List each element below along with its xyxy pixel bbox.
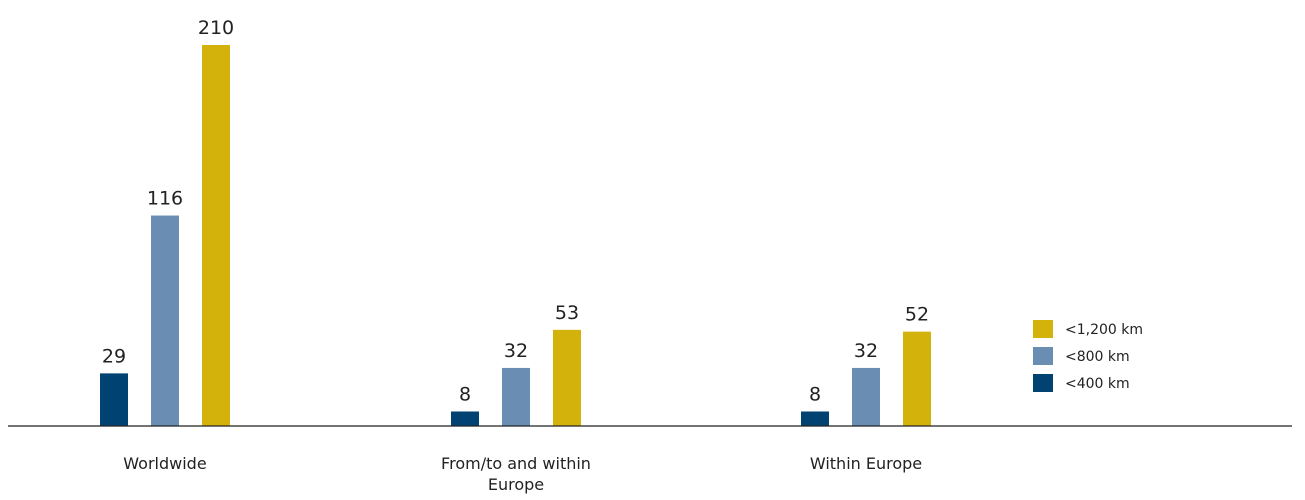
category-label-line: Worldwide [123,454,206,473]
category-labels-group: Worldwide From/to and within Europe Within … [123,454,922,494]
category-label-line: Europe [488,475,544,494]
category-label-line: Within Europe [810,454,922,473]
bar-2-0 [801,411,829,426]
bars-group [100,45,931,426]
bar-0-2 [202,45,230,426]
category-label-1: From/to and within Europe [441,454,591,494]
value-label-0-2: 210 [198,17,234,39]
value-label-1-1: 32 [504,340,528,362]
category-label-0: Worldwide [123,454,206,473]
bar-1-2 [553,329,581,426]
value-label-2-1: 32 [854,340,878,362]
value-label-0-1: 116 [147,188,183,210]
bar-2-2 [903,331,931,426]
legend-label-2: <400 km [1065,376,1130,392]
bar-1-1 [502,367,530,426]
bar-0-1 [151,215,179,426]
legend-swatch-1 [1033,347,1053,365]
legend-swatch-2 [1033,374,1053,392]
legend: <1,200 km <800 km <400 km [1033,320,1143,392]
category-label-2: Within Europe [810,454,922,473]
legend-swatch-0 [1033,320,1053,338]
value-label-2-0: 8 [809,383,821,405]
legend-label-0: <1,200 km [1065,322,1143,338]
value-label-1-0: 8 [459,383,471,405]
value-label-1-2: 53 [555,302,579,324]
value-labels-group: 29 116 210 8 32 53 8 32 52 [102,17,929,405]
bar-2-1 [852,367,880,426]
bar-0-0 [100,373,128,426]
legend-label-1: <800 km [1065,349,1130,365]
bar-1-0 [451,411,479,426]
category-label-line: From/to and within [441,454,591,473]
value-label-2-2: 52 [905,304,929,326]
value-label-0-0: 29 [102,345,126,367]
